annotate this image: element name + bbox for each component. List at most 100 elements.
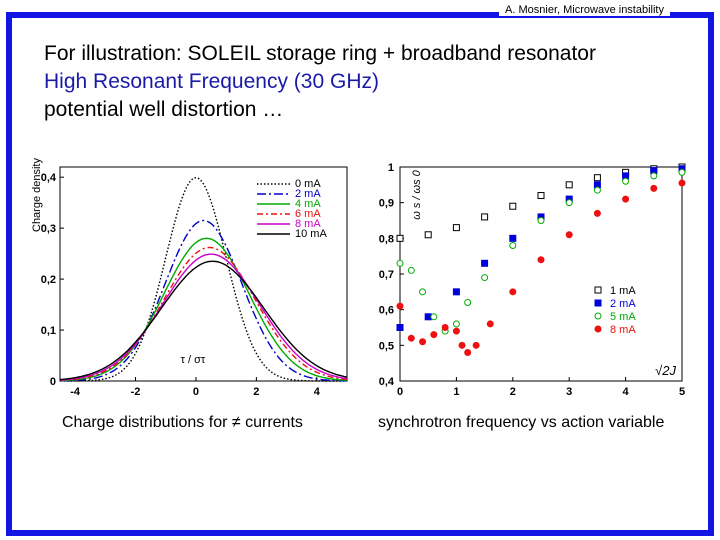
data-point-1-mA — [509, 202, 517, 210]
legend-marker — [594, 325, 602, 333]
legend-label: 0 mA — [295, 178, 321, 190]
data-point-8-mA — [565, 231, 573, 239]
data-point-5-mA — [509, 241, 517, 249]
data-point-8-mA — [407, 334, 415, 342]
x-tick-label: 0 — [193, 386, 199, 395]
data-point-1-mA — [396, 234, 404, 242]
data-point-8-mA — [396, 302, 404, 310]
x-tick-label: 2 — [253, 386, 259, 395]
data-point-5-mA — [464, 299, 472, 307]
x-tick-label: 5 — [679, 386, 685, 395]
data-point-8-mA — [537, 256, 545, 264]
data-point-8-mA — [430, 331, 438, 339]
data-point-5-mA — [481, 274, 489, 282]
legend-marker — [594, 299, 602, 307]
caption-right: synchrotron frequency vs action variable — [378, 414, 665, 431]
data-point-1-mA — [424, 231, 432, 239]
data-point-2-mA — [481, 259, 489, 267]
data-point-5-mA — [430, 313, 438, 321]
data-point-5-mA — [452, 320, 460, 328]
data-point-5-mA — [419, 288, 427, 296]
data-point-8-mA — [509, 288, 517, 296]
data-point-5-mA — [537, 217, 545, 224]
x-tick-label: 4 — [623, 386, 630, 395]
data-point-1-mA — [452, 224, 460, 232]
series-line-10-mA — [59, 260, 348, 381]
y-tick-label: 0,6 — [379, 305, 394, 317]
y-tick-label: 0,7 — [379, 269, 394, 281]
data-point-8-mA — [458, 341, 466, 349]
plot-frame — [59, 166, 348, 382]
data-point-8-mA — [441, 324, 449, 331]
x-tick-label: 0 — [397, 386, 403, 395]
title-line-3: potential well distortion … — [44, 98, 284, 121]
y-tick-label: 1 — [388, 162, 394, 174]
x-tick-label: 1 — [453, 386, 459, 395]
data-point-8-mA — [622, 195, 630, 203]
data-point-1-mA — [481, 213, 489, 221]
data-point-8-mA — [464, 348, 472, 356]
legend-label: 4 mA — [295, 198, 321, 210]
title-block: For illustration: SOLEIL storage ring + … — [44, 40, 596, 124]
y-tick-label: 0,5 — [379, 340, 394, 352]
x-tick-label: 2 — [510, 386, 516, 395]
data-point-5-mA — [565, 199, 573, 207]
data-point-8-mA — [486, 320, 494, 328]
y-tick-label: 0 — [50, 376, 56, 388]
x-axis-label: τ / στ — [181, 354, 206, 366]
legend-label: 5 mA — [610, 311, 636, 323]
data-point-5-mA — [678, 168, 686, 176]
x-axis-label: √2J — [655, 363, 676, 378]
legend-label: 8 mA — [295, 218, 321, 230]
y-tick-label: 0,1 — [41, 325, 56, 337]
y-tick-label: 0,4 — [379, 376, 395, 388]
data-point-5-mA — [407, 266, 415, 274]
series-line-6-mA — [60, 246, 348, 381]
legend-label: 2 mA — [610, 298, 636, 310]
legend-label: 1 mA — [610, 285, 636, 297]
data-point-8-mA — [593, 209, 601, 217]
series-line-4-mA — [59, 237, 348, 382]
header-text: A. Mosnier, Microwave instability — [499, 4, 670, 16]
x-tick-label: -4 — [70, 386, 81, 395]
title-line-2: High Resonant Frequency (30 GHz) — [44, 70, 379, 93]
data-point-5-mA — [650, 172, 658, 180]
synchrotron-frequency-chart: 0 1 2 3 4 5 0,4 0,5 0,6 0,7 0,8 0,9 1 ω s / ωs 0 √2J 1 … — [379, 162, 686, 395]
y-axis-label: Charge density — [31, 158, 43, 232]
data-point-8-mA — [472, 341, 480, 349]
data-point-1-mA — [565, 181, 573, 189]
series-line-2-mA — [59, 219, 348, 382]
y-tick-label: 0,3 — [41, 223, 56, 235]
x-tick-label: 4 — [314, 386, 321, 395]
legend-marker — [594, 286, 602, 294]
y-tick-label: 0,4 — [41, 172, 57, 184]
y-tick-label: 0,8 — [379, 233, 394, 245]
data-point-8-mA — [452, 327, 460, 335]
data-point-8-mA — [678, 179, 686, 187]
data-point-1-mA — [537, 192, 545, 200]
data-point-5-mA — [593, 186, 601, 194]
data-point-8-mA — [650, 184, 658, 192]
legend-label: 10 mA — [295, 228, 327, 240]
x-tick-label: 3 — [566, 386, 572, 395]
series-line-8-mA — [59, 253, 348, 381]
series-line-0-mA — [60, 176, 347, 382]
legend-label: 2 mA — [295, 188, 321, 200]
legend-marker — [594, 312, 602, 320]
data-point-2-mA — [452, 288, 460, 296]
y-tick-label: 0,9 — [379, 198, 394, 210]
slide-frame — [6, 12, 714, 536]
data-point-2-mA — [396, 324, 404, 331]
data-point-8-mA — [419, 338, 427, 346]
data-point-2-mA — [424, 313, 432, 321]
x-tick-label: -2 — [131, 386, 141, 395]
caption-left: Charge distributions for ≠ currents — [62, 414, 303, 431]
data-point-1-mA — [593, 174, 601, 182]
y-axis-label: ω s / ωs 0 — [411, 169, 423, 219]
legend-label: 6 mA — [295, 208, 321, 220]
data-point-5-mA — [622, 177, 630, 185]
title-line-1: For illustration: SOLEIL storage ring + … — [44, 42, 596, 65]
data-point-5-mA — [396, 259, 404, 267]
legend-label: 8 mA — [610, 324, 636, 336]
